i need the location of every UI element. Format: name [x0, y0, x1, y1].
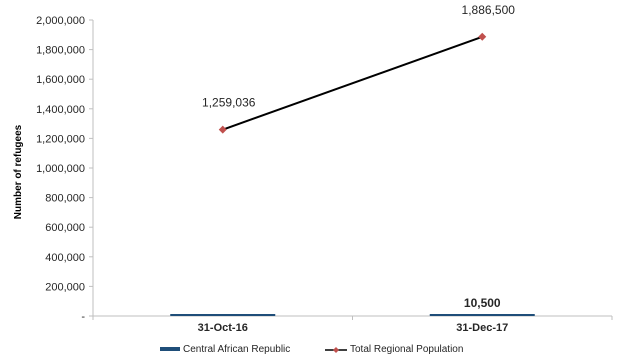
bar: [429, 314, 535, 316]
x-tick-label: 31-Oct-16: [198, 322, 248, 334]
x-axis: 31-Oct-16 31-Dec-17: [92, 315, 613, 334]
y-axis: - 200,000 400,000 600,000 800,000 1,000,000 1,…: [36, 15, 94, 323]
legend-label-bar: Central African Republic: [183, 344, 290, 355]
legend-marker-line: [333, 347, 339, 353]
line-data-label: 1,259,036: [202, 96, 256, 110]
x-tick-label: 31-Dec-17: [456, 322, 508, 334]
y-tick-label: 400,000: [45, 252, 85, 264]
y-tick-label: 1,600,000: [36, 74, 85, 86]
legend-swatch-bar: [160, 347, 180, 351]
y-tick-label: 1,800,000: [36, 45, 85, 57]
y-axis-title: Number of refugees: [13, 124, 24, 219]
y-tick-label: 200,000: [45, 281, 85, 293]
line-series: [218, 32, 487, 134]
line-point: [218, 125, 227, 134]
legend-label-line: Total Regional Population: [350, 344, 463, 355]
y-tick-label: -: [81, 311, 85, 323]
y-tick-label: 800,000: [45, 193, 85, 205]
bar-data-label: 10,500: [464, 296, 501, 310]
y-tick-label: 600,000: [45, 222, 85, 234]
series-line: [222, 35, 483, 131]
line-data-label: 1,886,500: [462, 3, 516, 17]
y-tick-label: 1,400,000: [36, 104, 85, 116]
line-point: [478, 32, 487, 41]
bar: [170, 314, 276, 316]
y-tick-label: 2,000,000: [36, 15, 85, 27]
bar-series: [170, 314, 535, 316]
data-labels: 10,500 1,259,036 1,886,500: [202, 3, 515, 310]
legend: Central African Republic Total Regional P…: [160, 344, 463, 355]
y-tick-label: 1,000,000: [36, 163, 85, 175]
y-tick-label: 1,200,000: [36, 133, 85, 145]
